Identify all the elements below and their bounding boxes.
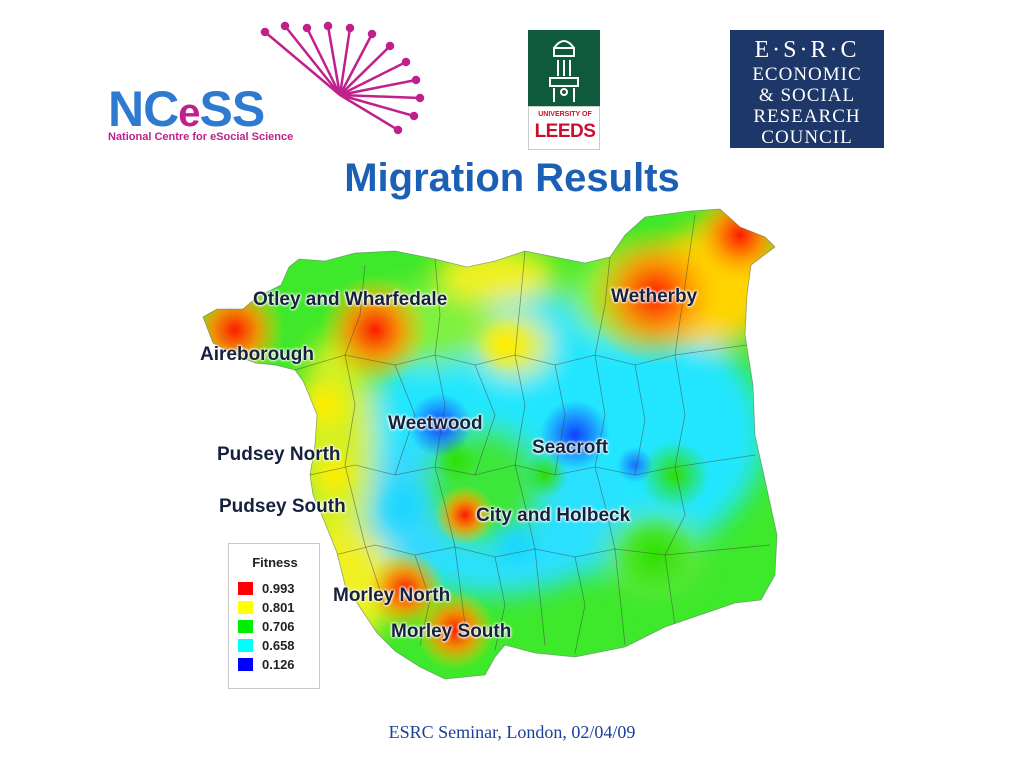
esrc-line: E·S·R·C bbox=[754, 37, 860, 63]
region-label: Morley South bbox=[391, 621, 512, 642]
esrc-line: ECONOMIC bbox=[752, 64, 862, 85]
esrc-line: RESEARCH bbox=[753, 106, 861, 127]
leeds-univ-text: UNIVERSITY OF bbox=[538, 111, 592, 118]
region-label: City and Holbeck bbox=[476, 505, 631, 526]
legend-item: 0.801 bbox=[238, 599, 295, 615]
legend-swatch bbox=[238, 600, 253, 614]
legend-item: 0.706 bbox=[238, 618, 295, 634]
leeds-tower-icon bbox=[549, 40, 579, 102]
ncess-burst-icon bbox=[260, 21, 425, 135]
leeds-name-panel: UNIVERSITY OF LEEDS bbox=[528, 106, 600, 150]
district-outline bbox=[202, 208, 778, 680]
legend-item: 0.126 bbox=[238, 656, 295, 672]
leeds-name-text: LEEDS bbox=[534, 121, 596, 142]
region-label: Wetherby bbox=[611, 286, 698, 307]
ncess-logo: NCeSS National Centre for eSocial Scienc… bbox=[100, 20, 430, 150]
region-label: Otley and Wharfedale bbox=[253, 289, 448, 310]
esrc-line: & SOCIAL bbox=[758, 85, 856, 106]
ncess-wordmark: NCeSS bbox=[108, 81, 265, 137]
legend-value: 0.126 bbox=[262, 656, 295, 672]
legend-swatch bbox=[238, 657, 253, 671]
fitness-legend: Fitness 0.993 0.801 0.706 0.658 0.126 bbox=[228, 543, 320, 689]
legend-value: 0.801 bbox=[262, 599, 295, 615]
legend-swatch bbox=[238, 638, 253, 652]
legend-swatch bbox=[238, 581, 253, 595]
legend-value: 0.658 bbox=[262, 637, 295, 653]
footer-text: ESRC Seminar, London, 02/04/09 bbox=[388, 722, 636, 742]
region-label: Pudsey South bbox=[219, 496, 346, 517]
esrc-logo: E·S·R·C ECONOMIC & SOCIAL RESEARCH COUNC… bbox=[730, 30, 884, 148]
region-label: Aireborough bbox=[200, 344, 314, 365]
leeds-logo: UNIVERSITY OF LEEDS bbox=[528, 30, 600, 150]
esrc-line: COUNCIL bbox=[761, 127, 853, 148]
ncess-subtitle: National Centre for eSocial Science bbox=[108, 131, 294, 143]
region-label: Weetwood bbox=[388, 413, 483, 434]
slide-title: Migration Results bbox=[344, 156, 680, 200]
legend-value: 0.706 bbox=[262, 618, 295, 634]
legend-item: 0.658 bbox=[238, 637, 295, 653]
region-label: Pudsey North bbox=[217, 444, 341, 465]
legend-value: 0.993 bbox=[262, 580, 295, 596]
legend-item: 0.993 bbox=[238, 580, 295, 596]
legend-swatch bbox=[238, 619, 253, 633]
region-label: Morley North bbox=[333, 585, 451, 606]
legend-title: Fitness bbox=[252, 555, 298, 570]
region-label: Seacroft bbox=[532, 437, 609, 458]
